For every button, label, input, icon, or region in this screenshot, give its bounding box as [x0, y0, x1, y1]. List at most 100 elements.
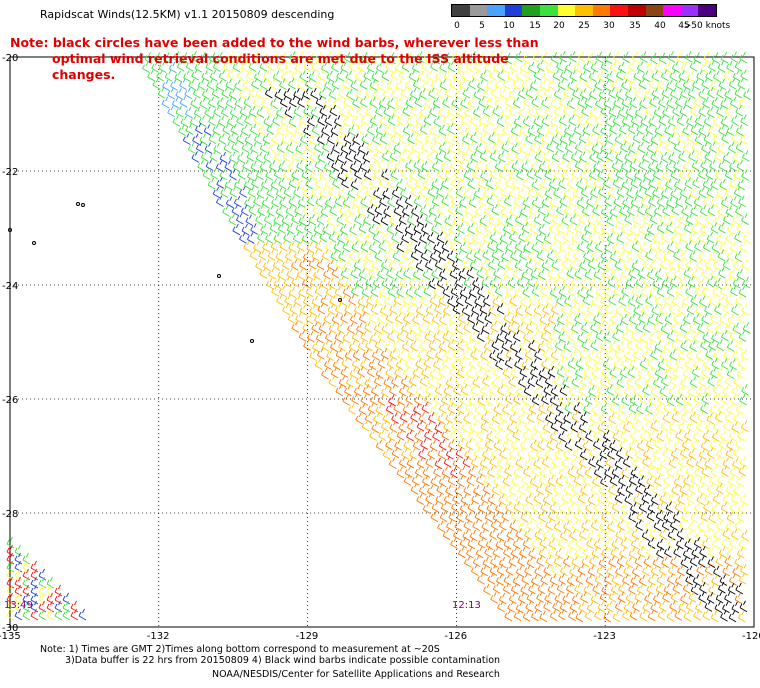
wind-barb — [465, 339, 473, 351]
wind-barb — [228, 88, 237, 100]
wind-barb — [363, 214, 371, 226]
wind-barb — [718, 159, 727, 172]
wind-barb — [488, 419, 497, 432]
wind-barb — [615, 168, 624, 180]
wind-barb — [589, 88, 597, 100]
wind-barb — [401, 60, 410, 73]
wind-barb — [304, 221, 312, 234]
wind-barb — [487, 572, 495, 585]
wind-barb — [521, 313, 529, 326]
wind-barb — [710, 366, 718, 379]
wind-barb — [471, 69, 480, 82]
wind-barb — [538, 223, 546, 236]
wind-barb — [467, 537, 476, 550]
wind-barb — [738, 330, 747, 342]
wind-barb — [703, 115, 712, 127]
wind-barb — [466, 546, 474, 559]
wind-barb — [698, 88, 707, 100]
wind-barb — [647, 501, 656, 514]
wind-barb — [593, 438, 601, 450]
wind-barb — [556, 294, 564, 307]
wind-barb — [671, 203, 680, 216]
wind-barb — [464, 124, 473, 137]
wind-barb — [654, 61, 663, 74]
wind-barb — [625, 105, 634, 118]
wind-barb — [70, 608, 79, 621]
wind-barb — [724, 168, 733, 180]
wind-barb — [606, 384, 614, 396]
wind-barb — [453, 151, 462, 163]
wind-barb — [420, 438, 428, 450]
wind-barb — [646, 60, 655, 73]
wind-barb — [673, 546, 681, 558]
wind-barb — [457, 222, 465, 235]
wind-barb — [509, 412, 518, 424]
wind-barb — [712, 420, 721, 432]
wind-barb — [319, 230, 328, 243]
wind-barb — [491, 186, 500, 199]
wind-barb — [632, 150, 640, 162]
wind-barb — [319, 277, 328, 290]
wind-barb — [276, 106, 284, 119]
wind-barb — [360, 393, 369, 406]
wind-barb — [405, 96, 414, 109]
wind-barb — [660, 151, 669, 164]
wind-barb — [715, 555, 724, 567]
wind-barb — [590, 321, 598, 334]
wind-barb — [729, 394, 738, 406]
wind-barb — [667, 537, 675, 550]
wind-barb — [694, 114, 703, 127]
wind-barb — [572, 592, 580, 605]
island-marker — [217, 274, 221, 278]
wind-barb — [660, 374, 669, 387]
wind-barb — [305, 312, 314, 325]
wind-barb — [361, 419, 370, 432]
wind-barb — [600, 249, 609, 262]
wind-barb — [492, 582, 501, 594]
wind-barb — [517, 555, 525, 567]
wind-barb — [561, 303, 569, 316]
wind-barb — [248, 60, 257, 72]
wind-barb — [724, 322, 733, 335]
wind-barb — [480, 492, 489, 504]
wind-barb — [549, 430, 558, 442]
wind-barb — [700, 510, 709, 523]
wind-barb — [401, 205, 410, 217]
wind-barb — [659, 303, 668, 316]
wind-barb — [739, 132, 748, 145]
wind-barb — [369, 177, 377, 189]
wind-barb — [659, 349, 668, 362]
wind-barb — [571, 483, 579, 496]
wind-barb — [334, 303, 343, 315]
wind-barb — [742, 322, 751, 334]
wind-barb — [730, 51, 739, 63]
wind-barb — [505, 285, 514, 298]
wind-barb — [385, 312, 394, 324]
wind-barb — [429, 367, 438, 380]
wind-barb — [447, 60, 456, 73]
wind-barb — [368, 311, 377, 324]
wind-barb — [288, 195, 297, 207]
wind-barb — [383, 205, 391, 218]
wind-barb — [522, 196, 531, 209]
wind-barb — [551, 529, 559, 541]
wind-barb — [276, 294, 284, 306]
wind-barb — [305, 141, 313, 153]
wind-barb — [530, 268, 539, 280]
wind-barb — [615, 150, 623, 163]
wind-barb — [291, 275, 300, 288]
wind-barb — [228, 213, 237, 226]
wind-barb — [650, 419, 659, 432]
wind-barb — [433, 133, 442, 145]
wind-barb — [291, 321, 300, 333]
wind-barb — [670, 187, 679, 200]
wind-barb — [625, 483, 634, 495]
wind-barb — [529, 313, 538, 326]
wind-barb — [427, 231, 435, 244]
wind-barb — [645, 545, 654, 558]
wind-barb — [442, 357, 450, 369]
wind-barb — [191, 68, 199, 81]
wind-barb — [729, 159, 737, 172]
wind-barb — [38, 592, 47, 605]
wind-barb — [360, 358, 368, 371]
